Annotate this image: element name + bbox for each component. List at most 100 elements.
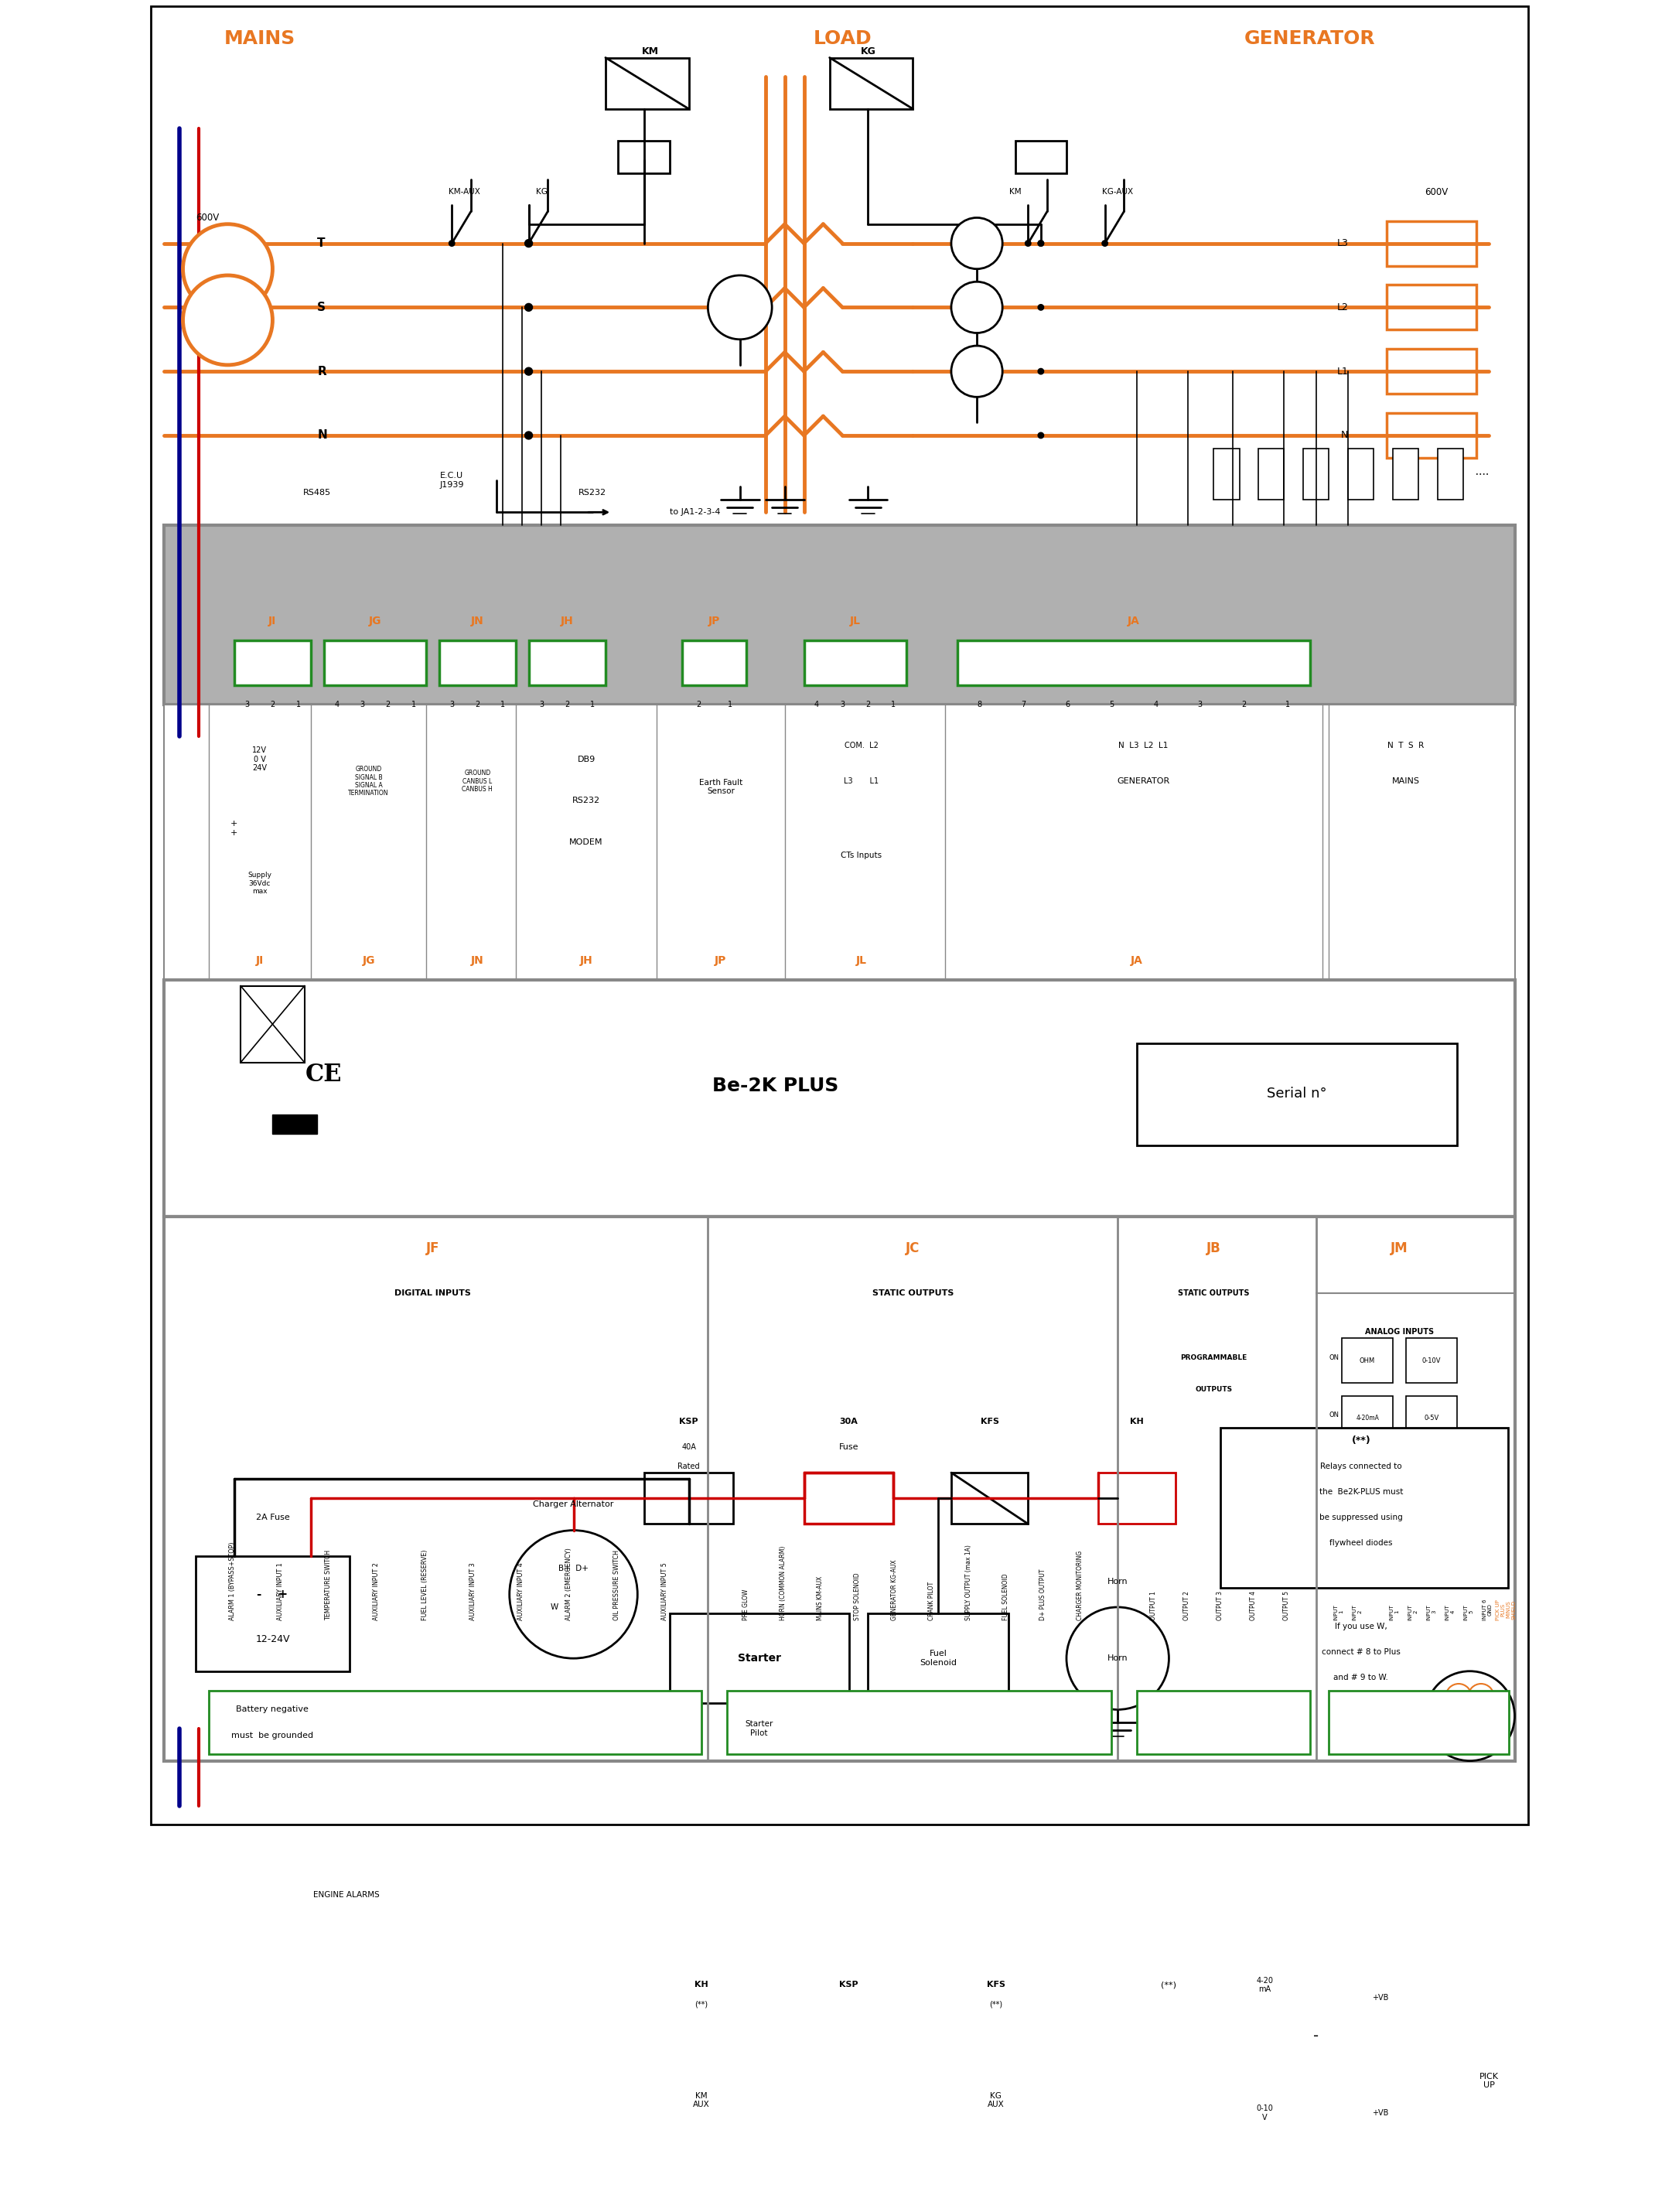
Text: AUXILIARY INPUT 1: AUXILIARY INPUT 1 — [277, 1562, 284, 1619]
Text: 3: 3 — [326, 1725, 331, 1732]
Text: 1: 1 — [411, 701, 416, 708]
Text: GROUND
CANBUS L
CANBUS H: GROUND CANBUS L CANBUS H — [462, 770, 494, 792]
Text: OHM: OHM — [1360, 1358, 1375, 1365]
Text: CE: CE — [306, 1062, 343, 1086]
Text: INPUT
4: INPUT 4 — [1446, 1604, 1456, 1619]
Text: L3: L3 — [1336, 239, 1348, 248]
Bar — [804, 1473, 893, 1524]
Text: GENERATOR: GENERATOR — [1244, 29, 1375, 49]
Bar — [1402, 2004, 1422, 2042]
Text: Supply
36Vdc
max: Supply 36Vdc max — [248, 872, 272, 896]
Text: flywheel diodes: flywheel diodes — [1330, 1540, 1392, 1546]
Text: KSP: KSP — [840, 1982, 858, 1989]
Text: 2: 2 — [475, 701, 480, 708]
Text: 8: 8 — [1002, 1725, 1007, 1732]
Circle shape — [1464, 2152, 1514, 2203]
Text: PICK
UP: PICK UP — [1479, 2073, 1499, 2090]
Circle shape — [526, 303, 532, 312]
Text: AUXILIARY INPUT 3: AUXILIARY INPUT 3 — [468, 1562, 477, 1619]
Text: INPUT
2: INPUT 2 — [1352, 1604, 1362, 1619]
Text: and # 9 to W.: and # 9 to W. — [1333, 1674, 1389, 1681]
Text: ON: ON — [1330, 1411, 1340, 1418]
Text: AUXILIARY INPUT 2: AUXILIARY INPUT 2 — [373, 1562, 379, 1619]
Circle shape — [952, 345, 1002, 396]
Bar — [829, 58, 913, 108]
Text: COM.  L2: COM. L2 — [845, 741, 878, 750]
Bar — [1437, 449, 1464, 500]
Text: RS232: RS232 — [573, 796, 601, 805]
Text: KG
AUX: KG AUX — [987, 2093, 1004, 2108]
Bar — [1383, 2004, 1402, 2042]
Text: -: - — [1313, 2028, 1320, 2044]
Text: 8: 8 — [566, 1725, 571, 1732]
Text: Be-2K PLUS: Be-2K PLUS — [712, 1077, 838, 1095]
Text: +
+: + + — [230, 821, 238, 836]
Bar — [656, 1966, 1059, 2146]
Bar — [208, 1690, 702, 1754]
Text: 4-20
mA: 4-20 mA — [1256, 1978, 1273, 1993]
Circle shape — [448, 241, 455, 246]
Text: 5: 5 — [1410, 1725, 1415, 1732]
Text: Starter
Pilot: Starter Pilot — [745, 1721, 774, 1736]
Text: Fuel
Solenoid: Fuel Solenoid — [920, 1650, 957, 1666]
Bar — [1016, 142, 1066, 173]
Text: FUEL LEVEL (RESERVE): FUEL LEVEL (RESERVE) — [421, 1548, 428, 1619]
Bar — [165, 1217, 1514, 1761]
Circle shape — [526, 367, 532, 376]
Text: 30A: 30A — [840, 1418, 858, 1425]
Bar — [1387, 414, 1476, 458]
Text: JA: JA — [1128, 615, 1140, 626]
Bar — [606, 58, 688, 108]
Text: TEMPERATURE SWITCH: TEMPERATURE SWITCH — [326, 1548, 332, 1619]
Text: INPUT
1: INPUT 1 — [1389, 1604, 1399, 1619]
Bar — [1342, 1396, 1394, 1440]
Text: 9: 9 — [615, 1725, 620, 1732]
Text: MAINS: MAINS — [1392, 779, 1420, 785]
Text: 3: 3 — [539, 701, 544, 708]
Text: INPUT
1: INPUT 1 — [1333, 1604, 1343, 1619]
Text: N: N — [317, 429, 327, 440]
Text: 9: 9 — [1486, 1725, 1489, 1732]
Text: KM: KM — [1009, 188, 1021, 197]
Bar — [682, 639, 747, 686]
Text: 40A: 40A — [682, 1442, 697, 1451]
Bar — [952, 1473, 1028, 1524]
Bar — [165, 980, 1514, 1217]
Bar — [233, 639, 311, 686]
Text: Charger Alternator: Charger Alternator — [534, 1500, 615, 1509]
Text: W: W — [551, 1604, 557, 1610]
Text: JI: JI — [255, 956, 264, 967]
Bar — [727, 1690, 1111, 1754]
Text: 4: 4 — [334, 701, 339, 708]
Bar — [1098, 1473, 1175, 1524]
Text: HORN (COMMON ALARM): HORN (COMMON ALARM) — [779, 1546, 786, 1619]
Text: 2: 2 — [1355, 1725, 1358, 1732]
Circle shape — [1066, 1608, 1169, 1710]
Circle shape — [952, 217, 1002, 270]
Text: 2: 2 — [1241, 701, 1246, 708]
Text: JM: JM — [1390, 1241, 1409, 1256]
Text: 12-24V: 12-24V — [255, 1635, 290, 1644]
Text: INPUT
2: INPUT 2 — [1407, 1604, 1417, 1619]
Text: Battery negative: Battery negative — [237, 1705, 309, 1714]
Polygon shape — [836, 2035, 861, 2062]
Text: DIGITAL INPUTS: DIGITAL INPUTS — [395, 1290, 470, 1296]
Text: 10: 10 — [1075, 1725, 1085, 1732]
Text: GROUND
SIGNAL B
SIGNAL A
TERMINATION: GROUND SIGNAL B SIGNAL A TERMINATION — [348, 765, 390, 796]
Bar — [618, 142, 670, 173]
Text: 10: 10 — [1501, 1725, 1511, 1732]
Text: KM
AUX: KM AUX — [693, 2093, 710, 2108]
Text: 8: 8 — [1466, 1725, 1471, 1732]
Text: 4: 4 — [374, 1725, 379, 1732]
Text: JG: JG — [363, 956, 374, 967]
Text: 2A Fuse: 2A Fuse — [255, 1513, 289, 1522]
Text: 2: 2 — [279, 1725, 284, 1732]
Text: (**): (**) — [1352, 1436, 1370, 1447]
Bar — [208, 1690, 702, 1754]
Text: JB: JB — [1207, 1241, 1221, 1256]
Text: RS485: RS485 — [304, 489, 331, 498]
Circle shape — [183, 223, 272, 314]
Bar — [1405, 1338, 1457, 1382]
Text: STOP SOLENOID: STOP SOLENOID — [853, 1573, 861, 1619]
Text: 7: 7 — [965, 1725, 970, 1732]
